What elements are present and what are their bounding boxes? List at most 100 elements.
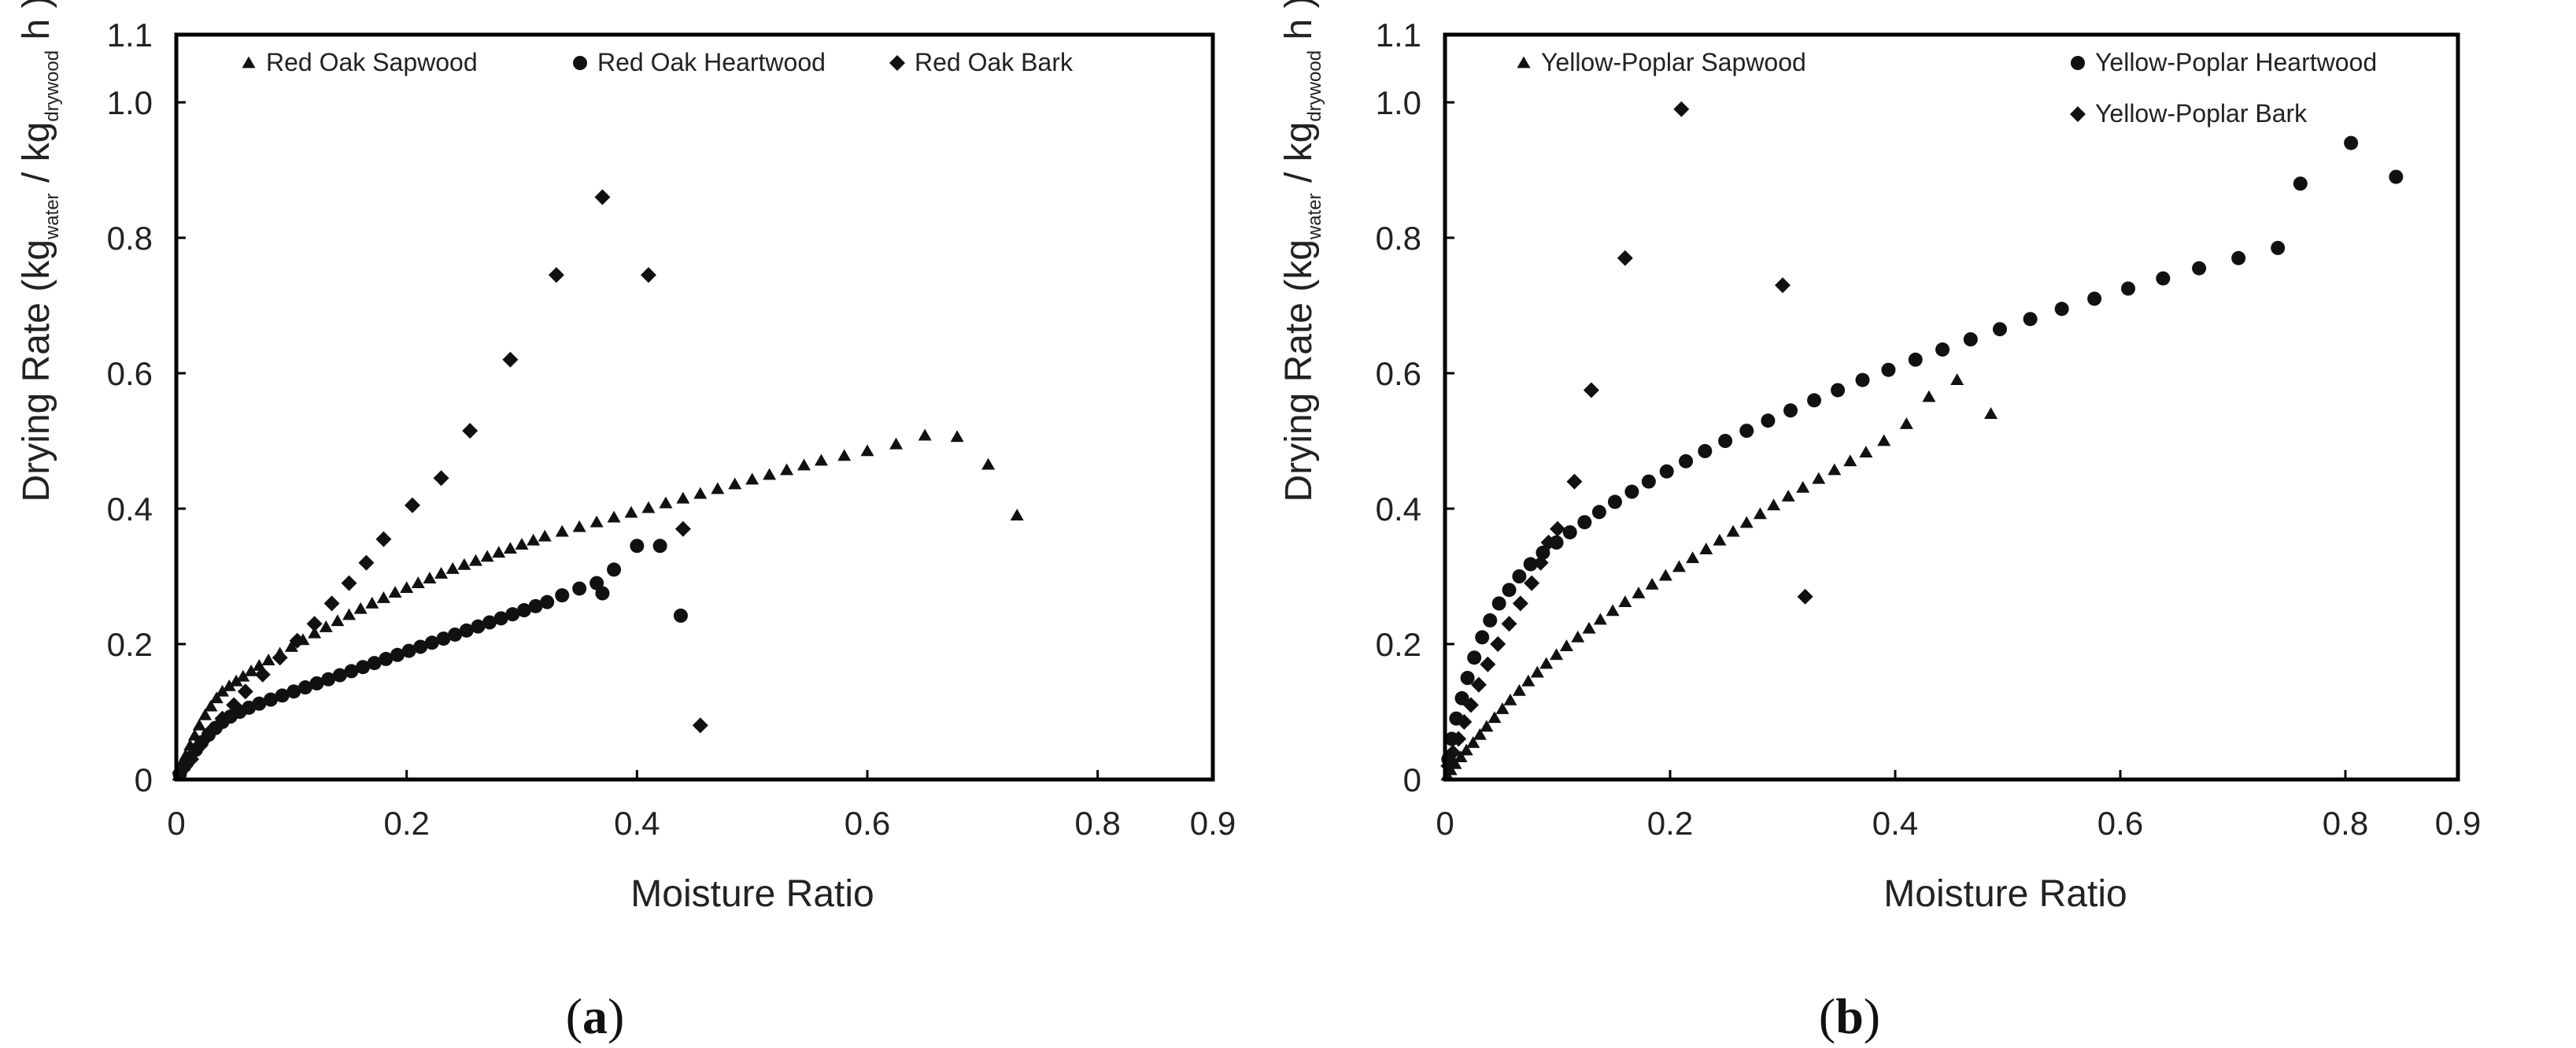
panel-a-point-red-oak-heartwood [401, 643, 416, 658]
panel-a-point-red-oak-heartwood [390, 647, 405, 662]
panel-a-x-tick-label: 0 [167, 805, 185, 842]
panel-b-point-yellow-poplar-heartwood [1831, 383, 1846, 398]
panel-a-point-red-oak-sapwood [676, 491, 690, 504]
panel-a-point-red-oak-sapwood [222, 679, 236, 691]
panel-b-y-tick-label: 1.1 [1376, 17, 1421, 54]
panel-b-point-yellow-poplar-bark [1462, 697, 1479, 713]
panel-a-point-red-oak-sapwood [711, 482, 725, 494]
panel-b-point-yellow-poplar-bark [1583, 382, 1599, 398]
panel-a-point-red-oak-sapwood [445, 562, 460, 574]
panel-b-point-yellow-poplar-heartwood [1881, 362, 1896, 377]
panel-b-point-yellow-poplar-sapwood [1843, 454, 1857, 467]
panel-a-point-red-oak-heartwood [607, 562, 622, 577]
panel-a-point-red-oak-sapwood [589, 515, 604, 528]
panel-b-point-yellow-poplar-bark [1451, 731, 1467, 747]
panel-b-x-tick-label: 0.8 [2323, 805, 2368, 842]
panel-a-x-ticks: 0 0.2 0.4 0.6 0.8 0.9 [167, 770, 1236, 842]
panel-b-point-yellow-poplar-sapwood [1459, 743, 1473, 756]
panel-b-point-yellow-poplar-sapwood [1521, 674, 1536, 687]
panel-b-x-tick-label: 0.9 [2435, 805, 2481, 842]
panel-a-point-red-oak-heartwood [286, 684, 301, 699]
panel-b-point-yellow-poplar-heartwood [2293, 176, 2308, 191]
panel-b-legend-marker-yellow-poplar-heartwood [2071, 56, 2085, 70]
panel-b-point-yellow-poplar-heartwood [1523, 557, 1538, 572]
panel-b-point-yellow-poplar-bark [1524, 575, 1540, 591]
panel-a-y-tick-label: 0.8 [107, 220, 153, 257]
panel-a-point-red-oak-sapwood [837, 449, 852, 461]
panel-a-point-red-oak-sapwood [284, 639, 298, 652]
panel-b-ylabel: Drying Rate (kgwater / kgdrywood h ) [1278, 0, 1325, 502]
panel-b-point-yellow-poplar-heartwood [2192, 261, 2207, 276]
panel-a-point-red-oak-bark [205, 720, 221, 737]
panel-b-point-yellow-poplar-sapwood [1550, 648, 1564, 661]
panel-b-point-yellow-poplar-sapwood [1466, 736, 1480, 748]
panel-b-point-yellow-poplar-heartwood [1963, 332, 1978, 346]
panel-b-point-yellow-poplar-heartwood [1855, 372, 1870, 387]
panel-b-point-yellow-poplar-bark [1566, 473, 1583, 490]
panel-b-point-yellow-poplar-heartwood [1739, 424, 1754, 439]
panel-b-point-yellow-poplar-sapwood [1739, 516, 1754, 528]
panel-a-point-red-oak-bark [214, 710, 231, 727]
panel-b-legend-label-yellow-poplar-heartwood: Yellow-Poplar Heartwood [2095, 48, 2377, 76]
panel-b-point-yellow-poplar-sapwood [1984, 407, 1998, 419]
panel-a-y-tick-label: 1.1 [107, 17, 153, 54]
panel-b-x-tick-label: 0.4 [1872, 805, 1918, 842]
panel-a-legend-label-red-oak-sapwood: Red Oak Sapwood [266, 48, 478, 76]
panel-a-point-red-oak-sapwood [918, 428, 932, 441]
panel-b-point-yellow-poplar-bark [1797, 588, 1813, 605]
panel-a-point-red-oak-bark [289, 632, 305, 649]
panel-b-x-ticks: 0 0.2 0.4 0.6 0.8 0.9 [1436, 770, 2481, 842]
panel-a-plot-frame [174, 32, 1215, 782]
panel-b-point-yellow-poplar-heartwood [1935, 342, 1950, 357]
panel-a-point-red-oak-sapwood [244, 664, 258, 676]
panel-b-point-yellow-poplar-sapwood [1503, 693, 1517, 705]
panel-b-point-yellow-poplar-heartwood [1659, 464, 1674, 479]
panel-b-point-yellow-poplar-heartwood [1460, 671, 1475, 685]
panel-b-point-yellow-poplar-heartwood [1591, 505, 1606, 520]
panel-a-point-red-oak-sapwood [400, 581, 414, 593]
panel-b-point-yellow-poplar-sapwood [1686, 551, 1700, 564]
panel-a-legend-label-red-oak-bark: Red Oak Bark [915, 48, 1074, 76]
panel-b-plot-frame [1443, 32, 2460, 782]
panel-b-point-yellow-poplar-heartwood [1807, 393, 1822, 408]
panel-b-point-yellow-poplar-heartwood [1467, 650, 1482, 665]
panel-b-point-yellow-poplar-bark [1480, 656, 1496, 672]
panel-a-point-red-oak-sapwood [376, 591, 390, 603]
panel-b-y-tick-label: 0.2 [1376, 626, 1421, 663]
panel-b-marks [1440, 101, 2404, 781]
panel-b-x-tick-label: 0.6 [2097, 805, 2143, 842]
panel-a-point-red-oak-heartwood [263, 692, 278, 707]
panel-a-point-red-oak-sapwood [728, 477, 742, 490]
panel-b-point-yellow-poplar-sapwood [1530, 665, 1544, 678]
panel-b-point-yellow-poplar-heartwood [1536, 545, 1550, 560]
panel-a-y-ticks: 0 0.2 0.4 0.6 0.8 1.0 1.1 [107, 17, 186, 798]
panel-b-point-yellow-poplar-sapwood [1454, 750, 1468, 762]
panel-b-point-yellow-poplar-heartwood [1562, 525, 1577, 540]
panel-b-point-yellow-poplar-heartwood [1698, 443, 1713, 458]
panel-a-point-red-oak-bark [183, 751, 200, 768]
panel-b-point-yellow-poplar-bark [1617, 250, 1633, 266]
panel-b-point-yellow-poplar-heartwood [2389, 169, 2404, 184]
panel-a-ylabel: Drying Rate (kgwater / kgdrywood h ) [16, 0, 63, 502]
panel-b-point-yellow-poplar-sapwood [1767, 498, 1781, 511]
panel-b-point-yellow-poplar-heartwood [2156, 271, 2171, 286]
panel-b-point-yellow-poplar-bark [1490, 636, 1506, 652]
panel-b-point-yellow-poplar-heartwood [1577, 515, 1592, 530]
panel-a-point-red-oak-bark [462, 423, 479, 439]
panel-a-point-red-oak-heartwood [252, 696, 267, 711]
panel-a-point-red-oak-sapwood [659, 496, 673, 509]
panel-b-point-yellow-poplar-sapwood [1877, 434, 1891, 446]
panel-b-point-yellow-poplar-bark [1445, 744, 1462, 761]
panel-a-point-red-oak-sapwood [503, 542, 517, 554]
panel-a-point-red-oak-sapwood [572, 520, 586, 532]
panel-a-y-tick-label: 1.0 [107, 84, 153, 121]
panel-b-point-yellow-poplar-sapwood [1593, 613, 1607, 625]
panel-a-point-red-oak-bark [237, 683, 253, 700]
panel-b-point-yellow-poplar-heartwood [1454, 691, 1469, 705]
panel-a-point-red-oak-heartwood [572, 581, 587, 596]
panel-a-point-red-oak-bark [433, 470, 449, 487]
panel-a-point-red-oak-heartwood [298, 680, 312, 695]
panel-b-point-yellow-poplar-heartwood [2271, 240, 2286, 255]
panel-b-point-yellow-poplar-heartwood [1483, 613, 1498, 628]
panel-a-point-red-oak-sapwood [319, 620, 333, 632]
